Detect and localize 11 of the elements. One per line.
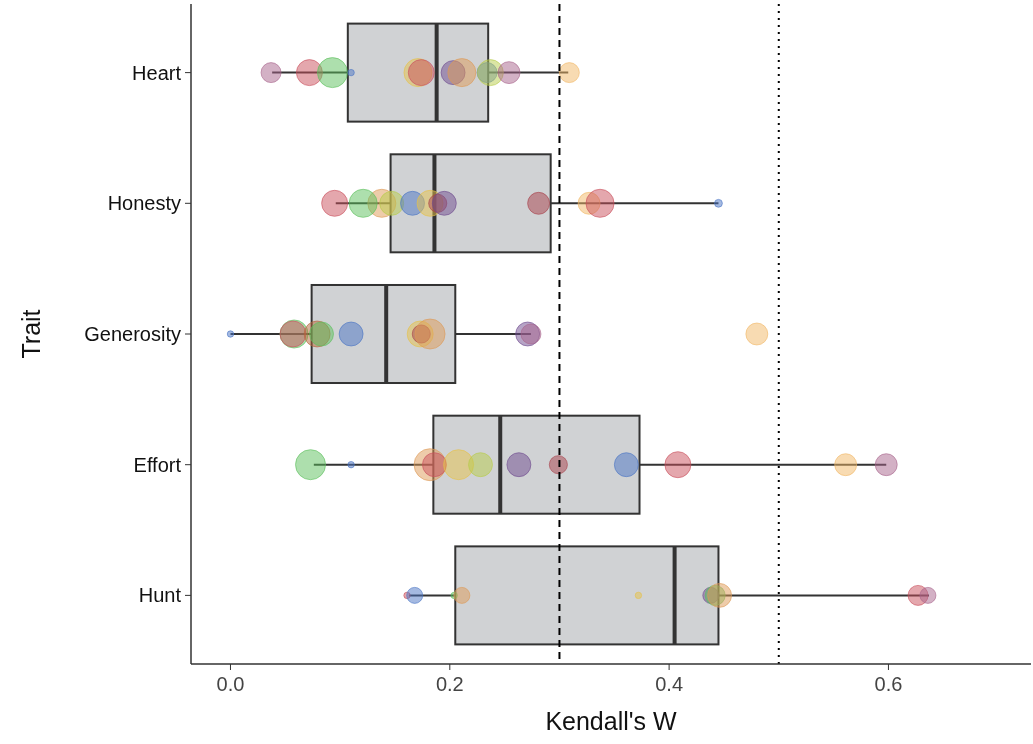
y-tick-label: Generosity (84, 323, 181, 345)
y-axis-title: Trait (17, 309, 45, 359)
y-tick-label: Heart (132, 61, 182, 84)
x-tick-label: 0.4 (655, 673, 684, 695)
y-tick-label: Effort (133, 453, 182, 476)
y-tick-label: Hunt (138, 584, 182, 607)
x-tick-label: 0.6 (874, 673, 903, 695)
x-tick-label: 0.2 (435, 673, 464, 695)
y-tick-label: Honesty (107, 192, 181, 215)
x-axis-title: Kendall's W (545, 707, 678, 735)
x-tick-label: 0.0 (216, 673, 245, 695)
